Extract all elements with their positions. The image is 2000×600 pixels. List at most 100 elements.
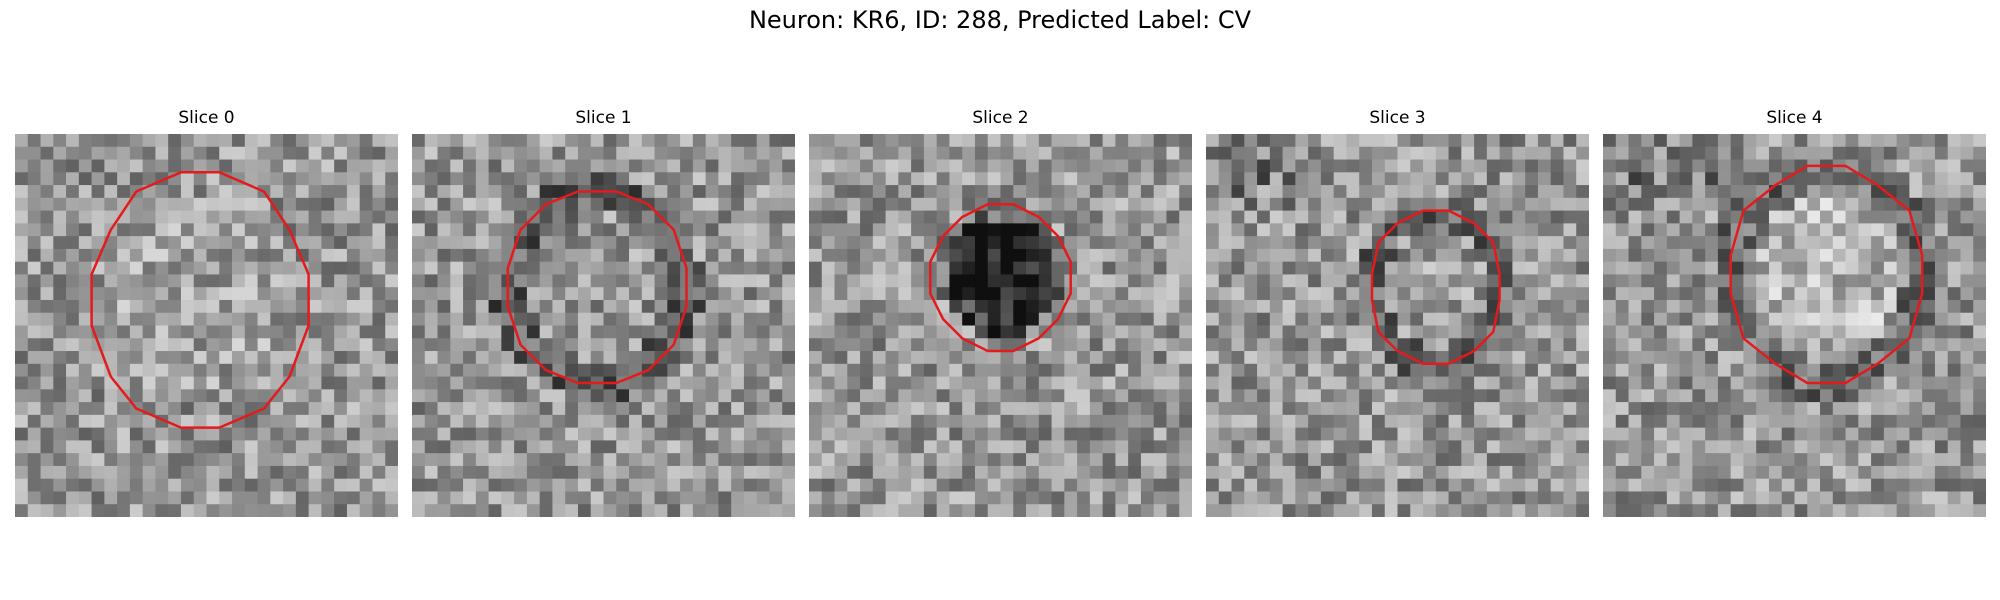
image-pixel (1423, 325, 1437, 339)
image-pixel (1140, 172, 1155, 186)
image-pixel (847, 185, 861, 199)
image-pixel (257, 427, 271, 441)
image-pixel (1026, 363, 1040, 377)
image-pixel (1179, 261, 1192, 275)
image-pixel (437, 261, 451, 275)
image-pixel (91, 402, 105, 416)
image-pixel (1563, 363, 1577, 377)
image-pixel (872, 427, 886, 441)
image-pixel (180, 338, 195, 352)
image-pixel (1679, 159, 1693, 173)
image-pixel (155, 261, 169, 275)
image-pixel (385, 504, 398, 517)
image-pixel (769, 465, 783, 480)
image-pixel (1512, 274, 1526, 288)
image-pixel (1153, 172, 1167, 186)
image-pixel (603, 491, 617, 505)
image-pixel (1089, 491, 1104, 505)
image-pixel (488, 427, 502, 441)
image-pixel (1499, 402, 1513, 416)
image-pixel (1320, 478, 1335, 492)
image-pixel (962, 389, 976, 403)
image-pixel (1244, 172, 1258, 186)
image-pixel (193, 491, 207, 505)
image-pixel (321, 197, 335, 211)
image-pixel (590, 325, 604, 339)
image-pixel (565, 363, 579, 377)
image-pixel (987, 287, 1001, 301)
image-pixel (1257, 274, 1271, 288)
image-pixel (526, 287, 541, 301)
image-pixel (270, 274, 284, 288)
image-pixel (1179, 325, 1192, 339)
image-pixel (142, 223, 156, 237)
image-pixel (1244, 351, 1258, 365)
image-pixel (104, 146, 118, 160)
image-pixel (860, 146, 874, 160)
image-pixel (1218, 146, 1232, 160)
image-pixel (1218, 465, 1232, 480)
image-pixel (66, 478, 80, 492)
image-pixel (1384, 248, 1398, 263)
image-pixel (1077, 197, 1091, 211)
image-pixel (1756, 299, 1770, 314)
image-pixel (1705, 465, 1719, 480)
image-pixel (91, 146, 105, 160)
image-pixel (385, 325, 398, 339)
image-pixel (424, 402, 438, 416)
image-pixel (552, 274, 566, 288)
image-pixel (488, 223, 502, 237)
image-pixel (1231, 172, 1245, 186)
image-pixel (385, 159, 398, 173)
image-pixel (219, 389, 233, 403)
image-pixel (1128, 210, 1142, 224)
slice-image (809, 134, 1192, 517)
image-pixel (372, 440, 386, 454)
image-pixel (1320, 146, 1335, 160)
image-pixel (450, 236, 464, 250)
image-pixel (1397, 299, 1411, 314)
image-pixel (590, 261, 604, 275)
image-pixel (1179, 478, 1192, 492)
image-pixel (809, 236, 823, 250)
image-pixel (1973, 478, 1986, 492)
image-pixel (1038, 197, 1052, 211)
image-pixel (450, 274, 464, 288)
image-pixel (1128, 185, 1142, 199)
image-pixel (1257, 338, 1271, 352)
image-pixel (1448, 223, 1462, 237)
image-pixel (1973, 453, 1986, 467)
image-pixel (463, 478, 477, 492)
image-pixel (1794, 465, 1808, 480)
image-pixel (1423, 491, 1437, 505)
image-pixel (1563, 453, 1577, 467)
image-pixel (450, 146, 464, 160)
image-pixel (1115, 185, 1129, 199)
image-pixel (501, 236, 515, 250)
image-pixel (1206, 210, 1220, 224)
image-pixel (270, 172, 284, 186)
image-pixel (1308, 325, 1322, 339)
image-pixel (1820, 389, 1834, 403)
image-pixel (1461, 363, 1475, 377)
image-pixel (1384, 299, 1398, 314)
image-pixel (821, 465, 835, 480)
image-pixel (450, 223, 464, 237)
image-pixel (629, 465, 643, 480)
image-pixel (346, 325, 361, 339)
image-pixel (1641, 274, 1655, 288)
image-pixel (1743, 465, 1757, 480)
image-pixel (1794, 197, 1808, 211)
image-pixel (1077, 248, 1091, 263)
image-pixel (1717, 478, 1732, 492)
image-pixel (1051, 402, 1065, 416)
image-pixel (1563, 274, 1577, 288)
image-pixel (949, 440, 963, 454)
image-pixel (1206, 248, 1220, 263)
image-pixel (463, 440, 477, 454)
image-pixel (1628, 287, 1642, 301)
image-pixel (1654, 402, 1668, 416)
image-pixel (1576, 248, 1589, 263)
image-pixel (1102, 146, 1116, 160)
image-pixel (385, 210, 398, 224)
